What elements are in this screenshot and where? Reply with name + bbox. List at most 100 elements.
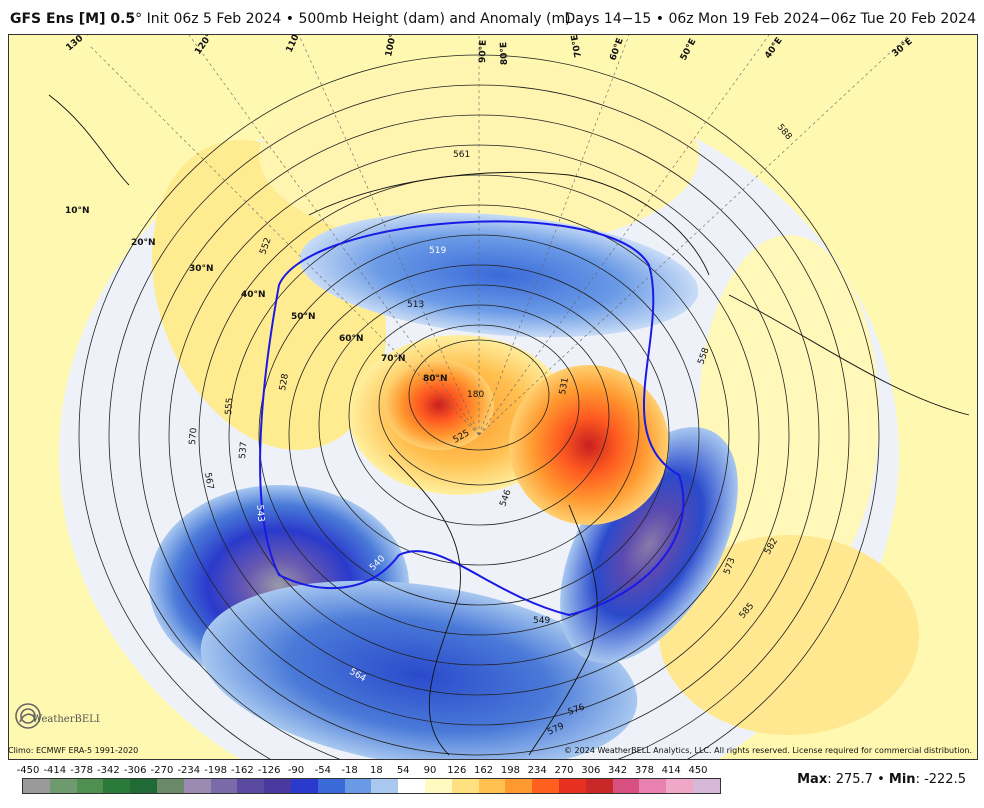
lat-label-50: 50°N [291,312,316,322]
legend-tick-label: -162 [231,765,254,776]
legend-swatch [344,779,372,793]
graticule [88,35,910,436]
model-name: GFS Ens [M] 0.5 [10,11,136,27]
legend-swatch [103,779,131,793]
legend-swatch [639,779,667,793]
legend-swatch [424,779,452,793]
lat-label-10: 10°N [65,206,90,216]
max-min-summary: Max: 275.7 • Min: -222.5 [797,772,966,787]
legend-swatch [210,779,238,793]
legend-tick-label: -18 [341,765,358,776]
contour-label-549: 549 [533,616,550,626]
legend-tick-label: 234 [527,765,547,776]
legend-swatch [478,779,506,793]
legend-tick-label: -306 [123,765,147,776]
positive-anomaly-southeast [659,535,919,735]
legend-tick-label: -270 [150,765,174,776]
min-value: -222.5 [924,772,966,787]
min-label: Min [888,772,916,787]
lat-label-30: 30°N [189,264,214,274]
legend-tick-label: 162 [474,765,494,776]
legend-swatch [558,779,586,793]
contour-label-570: 570 [188,427,199,445]
lat-label-60: 60°N [339,334,364,344]
max-value: 275.7 [835,772,873,787]
legend-tick-label: 18 [370,765,383,776]
degree-sign: ° [135,11,143,27]
legend-tick-label: -126 [257,765,281,776]
positive-anomaly-north [259,60,699,250]
contour-label-537: 537 [238,441,249,459]
legend-tick-label: -54 [314,765,331,776]
coastlines [48,94,970,756]
lon-label-40e: 40°E [763,36,784,61]
legend-swatch [264,779,291,793]
lon-label-90e: 90°E [478,40,489,64]
legend-swatch [156,779,184,793]
contour-label-567: 567 [202,472,215,491]
lon-label-70e: 70°E [570,35,584,58]
legend-tick-label: -378 [70,765,93,776]
contour-label-519: 519 [429,246,446,256]
lon-label-110e: 110°E [285,35,307,54]
map-canvas: 10°N 20°N 30°N 40°N 50°N 60°N 70°N 80°N … [48,35,970,759]
legend-tick-label: 450 [688,765,708,776]
legend-swatch [371,779,399,793]
contour-label-543: 543 [254,504,265,522]
legend-tick-label: 198 [500,765,520,776]
lon-label-50e: 50°E [679,37,699,62]
legend-swatch [612,779,640,793]
lon-label-130e: 130°E [65,35,94,53]
legend-tick-label: 90 [423,765,437,776]
negative-anomaly-siberia [299,212,699,338]
legend-tick-labels: -450 -414 -378 -342 -306 -270 -234 -198 -162 -126… [16,765,708,777]
map-title: GFS Ens [M] 0.5° Init 06z 5 Feb 2024 • 5… [10,11,571,27]
legend-tick-label: 414 [661,765,681,776]
init-time: Init 06z 5 Feb 2024 [146,11,282,27]
positive-anomaly-center-east [509,365,669,525]
contour-label-531: 531 [558,377,571,396]
legend-tick-label: -198 [204,765,227,776]
lon-label-120e: 120°E [193,35,218,57]
legend-tick-label: 270 [554,765,574,776]
positive-anomaly-east [699,235,879,595]
lon-label-30e: 30°E [891,37,915,60]
latitude-labels: 10°N 20°N 30°N 40°N 50°N 60°N 70°N 80°N [65,206,448,384]
legend-swatch [130,779,157,793]
legend-tick-label: 342 [608,765,628,776]
weatherbell-logo: WeatherBELL [15,703,100,729]
lon-label-80e: 80°E [499,42,510,66]
valid-time: Days 14−15 • 06z Mon 19 Feb 2024−06z Tue… [564,11,976,27]
legend-tick-label: -342 [97,765,120,776]
map-header: GFS Ens [M] 0.5° Init 06z 5 Feb 2024 • 5… [0,0,984,34]
blue-highlight-contour [259,220,685,617]
title-bullet: • [285,11,294,27]
legend-swatch [585,779,613,793]
copyright-credit: © 2024 WeatherBELL Analytics, LLC. All r… [564,746,972,755]
contour-label-528: 528 [278,373,291,392]
lat-label-70: 70°N [381,354,406,364]
max-label: Max [797,772,828,787]
legend-swatch [398,779,425,793]
logo-text: WeatherBELL [32,714,100,725]
climo-credit: Climo: ECMWF ERA-5 1991-2020 [8,746,139,755]
legend-tick-label: 126 [447,765,467,776]
legend-tick-label: 378 [634,765,654,776]
legend-tick-label: -234 [177,765,201,776]
legend-swatch [505,779,533,793]
positive-anomaly-center-west [384,360,494,450]
legend-swatch [49,779,77,793]
legend-swatch [317,779,345,793]
contour-label-180: 180 [467,390,484,400]
contour-label-588: 588 [775,123,794,143]
legend-swatch [237,779,265,793]
contour-label-513: 513 [407,300,424,310]
legend-color-bar [22,778,721,794]
legend-tick-label: -450 [16,765,40,776]
legend-tick-label: 54 [396,765,410,776]
contour-label-555: 555 [224,397,235,415]
legend-tick-label: 306 [581,765,601,776]
lon-label-60e: 60°E [608,37,625,62]
legend-swatch [532,779,559,793]
legend-tick-label: -414 [43,765,67,776]
